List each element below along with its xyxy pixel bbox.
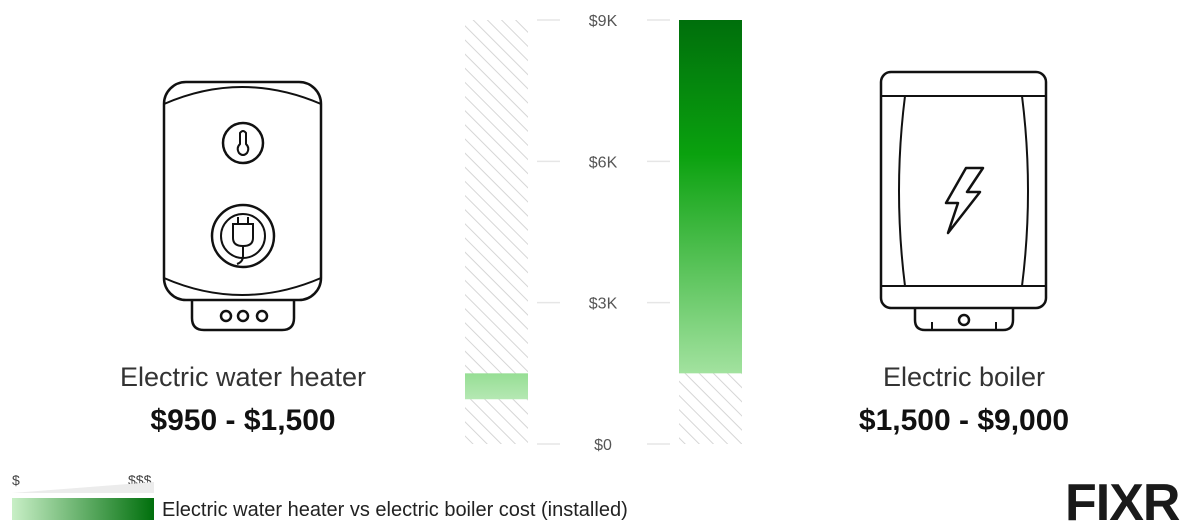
y-tick-label-3: $9K: [589, 13, 618, 30]
lightning-bolt-icon: [944, 166, 985, 235]
y-tick-label-1: $3K: [589, 296, 618, 313]
series-name-electric-water-heater: Electric water heater: [119, 362, 367, 392]
grid-lines: [537, 19, 670, 445]
logo-text: FIXR: [1065, 478, 1180, 524]
legend-ramp: [12, 482, 154, 493]
fixr-logo: FIXR: [1065, 478, 1181, 524]
price-range-electric-water-heater: $950 - $1,500: [150, 404, 336, 437]
legend-gradient-bar: [12, 498, 154, 520]
boiler-icon: [879, 70, 1048, 332]
y-tick-label-0: $0: [594, 437, 612, 454]
legend-caption: Electric water heater vs electric boiler…: [162, 499, 628, 521]
range-bar-1: [679, 20, 742, 374]
y-axis-ticks: $0 $3K $6K $9K: [589, 13, 618, 454]
plug-icon: [210, 203, 276, 269]
thermometer-icon: [221, 121, 265, 165]
price-range-electric-boiler: $1,500 - $9,000: [858, 404, 1070, 437]
y-tick-label-2: $6K: [589, 154, 618, 171]
legend-low-cost-label: $: [12, 472, 20, 488]
series-name-electric-boiler: Electric boiler: [882, 362, 1046, 392]
water-heater-icon: [162, 80, 323, 332]
bars: [465, 20, 742, 400]
range-bar-0: [465, 373, 528, 400]
